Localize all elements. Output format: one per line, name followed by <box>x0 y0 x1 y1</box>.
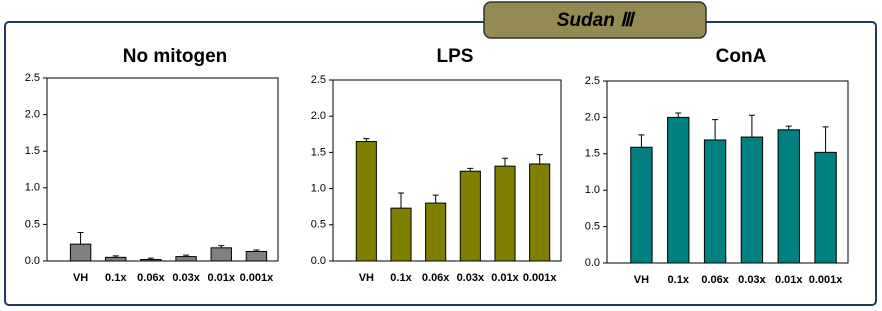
x-tick-label: 0.03x <box>738 274 766 286</box>
bar <box>245 250 268 262</box>
error-bar <box>77 231 84 245</box>
bar <box>69 243 92 262</box>
x-tick-label: 0.06x <box>422 272 450 284</box>
x-tick-label: 0.001x <box>240 272 275 284</box>
error-bar <box>467 167 474 172</box>
x-tick-label: VH <box>359 272 374 284</box>
y-tick-label: 0.5 <box>585 221 600 233</box>
bar <box>740 136 764 264</box>
plot-frame <box>606 80 849 264</box>
bar <box>140 259 162 262</box>
bar <box>425 202 447 262</box>
y-tick-label: 1.0 <box>311 183 326 195</box>
bar <box>210 247 232 262</box>
error-bar <box>147 257 154 260</box>
x-tick-label: VH <box>73 272 88 284</box>
y-tick-label: 1.5 <box>311 146 326 158</box>
x-tick-label: 0.03x <box>172 272 200 284</box>
bar <box>494 165 516 262</box>
bar <box>667 116 690 264</box>
outer-frame <box>4 21 877 306</box>
error-bar <box>822 126 829 153</box>
error-bar <box>398 192 404 209</box>
plot-frame <box>332 79 562 262</box>
x-tick-label: VH <box>634 274 649 286</box>
bar <box>175 256 197 262</box>
chart-title: ConA <box>716 46 767 67</box>
x-tick-label: 0.1x <box>668 274 690 286</box>
y-tick-label: 2.5 <box>311 74 326 86</box>
error-bar <box>785 125 792 130</box>
y-tick-label: 1.0 <box>25 182 40 194</box>
y-tick-label: 0.5 <box>311 219 326 231</box>
error-bar <box>432 194 439 204</box>
x-tick-label: 0.03x <box>457 272 485 284</box>
error-bar <box>748 114 755 138</box>
y-tick-label: 0.5 <box>25 218 40 230</box>
error-bar <box>638 134 645 148</box>
y-tick-label: 2.0 <box>311 110 326 122</box>
bar <box>529 163 551 262</box>
y-tick-label: 2.0 <box>585 111 600 123</box>
y-tick-label: 2.0 <box>25 109 40 121</box>
x-tick-label: 0.001x <box>523 272 558 284</box>
bar <box>703 139 727 264</box>
bar <box>355 141 377 262</box>
x-tick-label: 0.1x <box>105 272 127 284</box>
y-tick-label: 1.0 <box>585 184 600 196</box>
bar <box>459 170 481 262</box>
y-tick-label: 2.5 <box>585 75 600 87</box>
y-tick-label: 2.5 <box>25 72 40 84</box>
y-tick-label: 0.0 <box>25 255 40 267</box>
header-box <box>483 1 707 39</box>
bar <box>105 256 127 262</box>
x-tick-label: 0.001x <box>809 274 844 286</box>
error-bar <box>712 119 719 140</box>
error-bar <box>502 157 508 167</box>
error-bar <box>253 249 260 252</box>
bar <box>777 129 800 264</box>
y-tick-label: 1.5 <box>585 148 600 160</box>
error-bar <box>183 254 190 257</box>
y-tick-label: 0.0 <box>311 255 326 267</box>
x-tick-label: 0.06x <box>701 274 729 286</box>
y-tick-label: 1.5 <box>25 145 40 157</box>
y-tick-label: 0.0 <box>585 257 600 269</box>
x-tick-label: 0.06x <box>137 272 165 284</box>
error-bar <box>112 255 119 258</box>
x-tick-label: 0.01x <box>207 272 235 284</box>
bar <box>814 151 837 264</box>
bar <box>630 146 653 264</box>
error-bar <box>536 154 543 164</box>
figure-title: Sudan Ⅲ <box>557 10 636 31</box>
error-bar <box>363 138 370 142</box>
chart-title: LPS <box>437 46 474 67</box>
bar <box>390 207 412 262</box>
x-tick-label: 0.01x <box>775 274 803 286</box>
error-bar <box>675 112 682 118</box>
x-tick-label: 0.1x <box>390 272 412 284</box>
chart-title: No mitogen <box>123 46 228 67</box>
x-tick-label: 0.01x <box>491 272 519 284</box>
plot-frame <box>46 77 279 262</box>
error-bar <box>218 245 225 248</box>
